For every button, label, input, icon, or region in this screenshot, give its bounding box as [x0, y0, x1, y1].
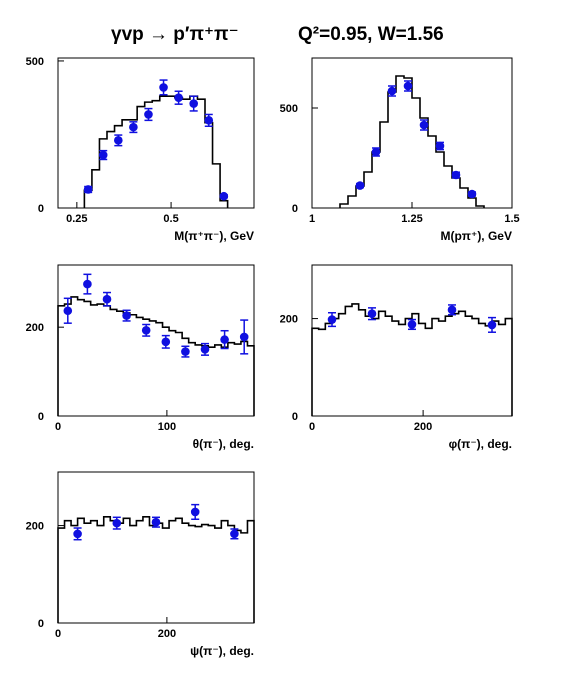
- x-axis-label: φ(π⁻), deg.: [449, 437, 512, 451]
- histogram-theta: [57, 296, 255, 416]
- y-tick-label: 0: [292, 203, 298, 215]
- data-point: [189, 99, 198, 108]
- data-point: [487, 320, 497, 330]
- data-point: [98, 150, 108, 160]
- title-kinematics: Q²=0.95, W=1.56: [298, 24, 444, 45]
- y-tick-label: 500: [280, 103, 298, 115]
- data-point: [355, 181, 365, 190]
- panel-psi: 0 200 0 200 ψ(π⁻), deg.: [26, 471, 255, 658]
- data-point: [467, 189, 477, 199]
- data-point: [83, 279, 92, 289]
- x-tick-label: 100: [158, 421, 176, 433]
- x-axis-label: θ(π⁻), deg.: [193, 437, 254, 451]
- panels: 0.25 0.5 0 500 M(π⁺π⁻), GeV 1 1.25 1.5 0 500 M(pπ⁺…: [26, 56, 520, 658]
- data-point: [435, 141, 445, 151]
- data-point: [144, 110, 153, 119]
- data-point: [239, 332, 249, 342]
- data-point: [151, 517, 161, 527]
- y-tick-label: 0: [292, 411, 298, 423]
- y-tick-label: 200: [26, 521, 44, 533]
- x-axis-label: M(π⁺π⁻), GeV: [174, 229, 254, 243]
- data-point: [122, 311, 131, 320]
- y-tick-label: 200: [280, 314, 298, 326]
- data-point: [419, 120, 429, 130]
- data-point: [141, 325, 151, 335]
- data-point: [159, 83, 168, 92]
- x-tick-label: 1.5: [504, 213, 519, 225]
- data-point: [114, 136, 123, 145]
- data-point: [181, 347, 190, 356]
- x-axis-label: ψ(π⁻), deg.: [190, 644, 254, 658]
- data-point: [219, 191, 229, 201]
- x-tick-label: 0.25: [66, 213, 87, 225]
- data-point: [447, 305, 457, 315]
- x-tick-label: 0: [55, 628, 61, 640]
- data-point: [112, 518, 122, 528]
- panel-m-ppip: 1 1.25 1.5 0 500 M(pπ⁺), GeV: [280, 57, 520, 243]
- y-tick-label: 0: [38, 411, 44, 423]
- panel-m-pipi: 0.25 0.5 0 500 M(π⁺π⁻), GeV: [26, 56, 255, 243]
- frame: [57, 471, 255, 624]
- frame: [311, 264, 513, 417]
- data-point: [371, 147, 381, 157]
- data-point: [367, 309, 377, 319]
- x-tick-label: 0: [309, 421, 315, 433]
- y-tick-label: 200: [26, 322, 44, 334]
- data-point: [83, 185, 93, 194]
- data-point: [327, 315, 337, 324]
- x-tick-label: 200: [158, 628, 176, 640]
- histogram-psi: [57, 516, 255, 623]
- x-tick-label: 1.25: [401, 213, 422, 225]
- data-point: [230, 529, 239, 539]
- y-tick-label: 0: [38, 203, 44, 215]
- data-point: [403, 81, 413, 91]
- data-point: [63, 306, 73, 316]
- title-reaction: γvp → p′π⁺π⁻: [111, 24, 239, 45]
- x-tick-label: 1: [309, 213, 315, 225]
- histogram-phi: [311, 303, 513, 416]
- x-axis-label: M(pπ⁺), GeV: [440, 229, 512, 243]
- data-point: [220, 335, 229, 344]
- data-point: [102, 294, 112, 304]
- x-tick-label: 0: [55, 421, 61, 433]
- data-point: [190, 507, 200, 517]
- x-tick-label: 200: [414, 421, 432, 433]
- y-tick-label: 500: [26, 56, 44, 68]
- frame: [57, 57, 255, 209]
- panel-phi: 0 200 0 200 φ(π⁻), deg.: [280, 264, 513, 451]
- data-point: [204, 116, 214, 125]
- data-point: [129, 122, 138, 132]
- data-point: [407, 320, 417, 329]
- panel-theta: 0 100 0 200 θ(π⁻), deg.: [26, 264, 255, 451]
- x-tick-label: 0.5: [163, 213, 178, 225]
- data-point: [174, 93, 183, 103]
- data-point: [387, 86, 397, 96]
- data-point: [161, 337, 171, 347]
- data-point: [73, 529, 82, 539]
- data-point: [451, 170, 461, 180]
- y-tick-label: 0: [38, 618, 44, 630]
- data-point: [200, 345, 210, 354]
